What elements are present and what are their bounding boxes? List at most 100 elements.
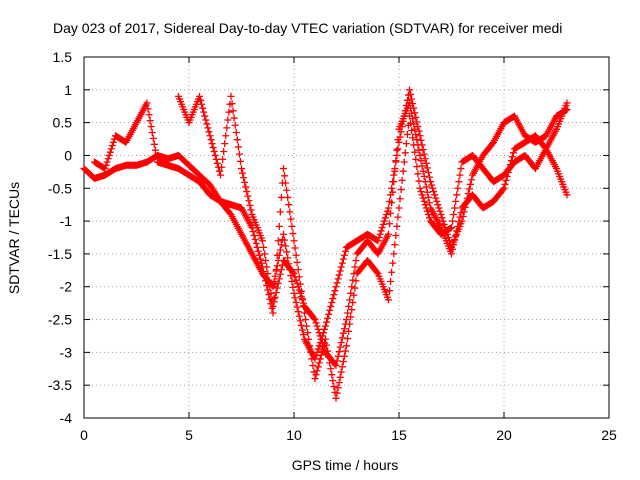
data-point <box>259 237 266 245</box>
data-point <box>337 263 345 271</box>
data-point <box>253 243 261 251</box>
data-point <box>294 308 302 316</box>
data-point <box>286 208 294 216</box>
data-point <box>198 100 206 108</box>
data-point <box>330 291 338 299</box>
data-point <box>351 284 359 292</box>
data-point <box>349 276 357 284</box>
data-point <box>374 237 382 245</box>
data-point <box>425 199 433 207</box>
data-point <box>291 273 299 281</box>
series-2 <box>91 99 571 402</box>
data-point <box>508 153 516 161</box>
data-point <box>412 130 420 138</box>
data-point <box>422 159 430 167</box>
data-point <box>218 163 226 171</box>
data-point <box>329 295 337 303</box>
data-point <box>109 138 117 146</box>
data-point <box>331 287 339 295</box>
data-point <box>298 326 306 334</box>
data-point <box>282 179 290 187</box>
data-point <box>240 174 248 182</box>
data-point <box>379 220 387 228</box>
data-point <box>424 193 432 201</box>
data-point <box>431 191 439 199</box>
data-point <box>335 271 343 279</box>
data-point <box>235 150 243 158</box>
data-point <box>399 167 407 175</box>
data-point <box>507 157 515 165</box>
data-point <box>352 277 360 285</box>
data-point <box>382 211 390 219</box>
data-point <box>247 206 255 214</box>
data-point <box>267 289 275 297</box>
data-point <box>148 128 156 136</box>
data-point <box>389 188 397 196</box>
data-point <box>454 222 462 230</box>
data-point <box>256 255 264 263</box>
data-point <box>407 104 415 112</box>
data-point <box>410 120 418 128</box>
data-point <box>388 184 396 192</box>
data-point <box>438 214 446 222</box>
data-point <box>316 332 324 340</box>
data-point <box>229 107 237 115</box>
data-point <box>264 270 272 278</box>
data-point <box>411 109 419 117</box>
data-point <box>273 251 281 259</box>
data-point <box>151 146 159 154</box>
data-point <box>419 146 427 154</box>
data-point <box>417 188 425 196</box>
data-point <box>424 169 432 177</box>
data-point <box>236 157 244 165</box>
data-point <box>409 100 417 108</box>
x-tick-label: 0 <box>80 427 88 443</box>
data-point <box>327 302 335 310</box>
data-point <box>338 363 346 371</box>
data-point <box>281 236 289 244</box>
x-tick-label: 5 <box>185 427 193 443</box>
data-point <box>143 99 151 107</box>
data-point <box>323 318 331 326</box>
data-point <box>273 284 281 292</box>
data-point <box>312 319 320 327</box>
series-1 <box>80 86 571 363</box>
data-point <box>392 157 400 165</box>
y-tick-label: 0 <box>64 147 72 163</box>
data-point <box>249 228 257 236</box>
data-point <box>315 329 323 337</box>
data-point <box>408 95 416 103</box>
data-point <box>299 299 307 307</box>
data-point <box>448 224 455 232</box>
data-point <box>280 230 287 238</box>
data-point <box>505 165 513 173</box>
data-point <box>407 119 415 127</box>
y-tick-label: -2 <box>60 279 73 295</box>
data-point <box>428 181 436 189</box>
x-tick-label: 15 <box>391 427 407 443</box>
data-point <box>344 335 352 343</box>
data-point <box>211 151 219 159</box>
data-point <box>205 128 213 136</box>
data-point <box>334 384 342 392</box>
x-tick-label: 25 <box>601 427 617 443</box>
data-point <box>390 171 398 179</box>
data-point <box>339 358 347 366</box>
data-point <box>391 241 399 249</box>
data-point <box>326 306 334 314</box>
data-point <box>430 188 438 196</box>
data-point <box>414 170 422 178</box>
data-point <box>449 217 457 225</box>
data-point <box>101 165 109 173</box>
data-point <box>293 279 301 287</box>
data-point <box>429 184 437 192</box>
data-point <box>150 140 158 148</box>
y-tick-label: 1.5 <box>53 49 73 65</box>
data-point <box>455 218 463 226</box>
data-point <box>409 115 417 123</box>
data-point <box>418 162 426 170</box>
data-point <box>401 149 409 157</box>
data-point <box>421 155 429 163</box>
data-point <box>351 263 359 271</box>
data-point <box>306 342 314 350</box>
